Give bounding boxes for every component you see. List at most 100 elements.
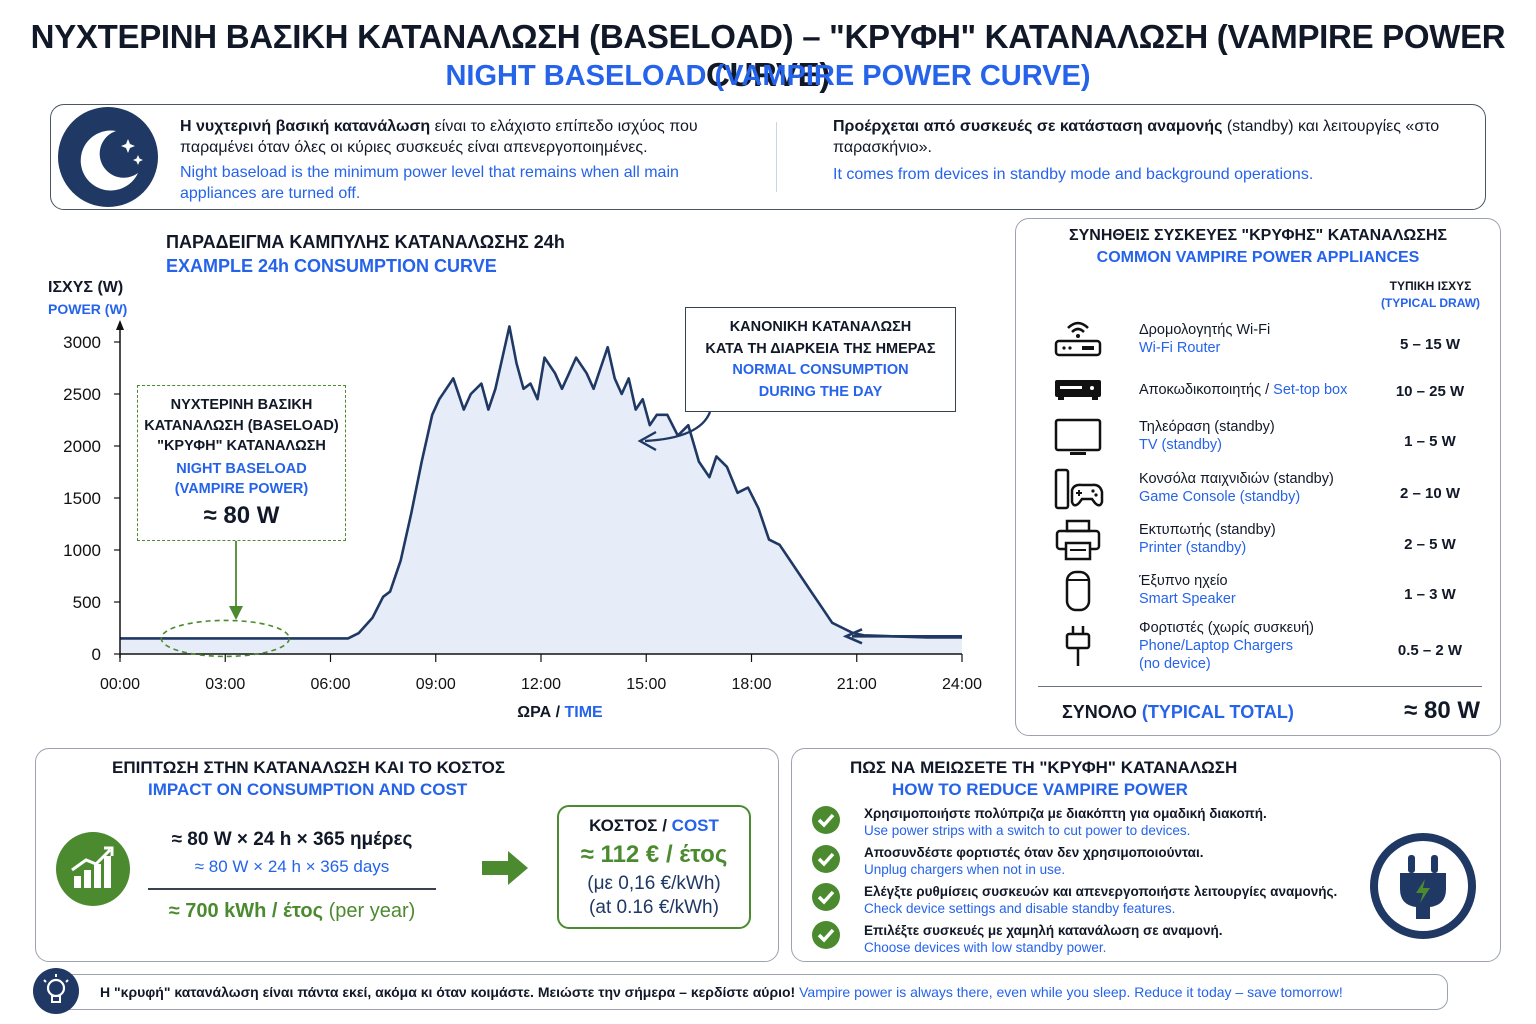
result-gr: ≈ 700 kWh / έτος — [168, 900, 324, 922]
cost-title: ΚΟΣΤΟΣ / COST — [557, 816, 751, 836]
tip-4-en: Choose devices with low standby power. — [864, 940, 1107, 955]
day-l3: NORMAL CONSUMPTION — [732, 362, 909, 378]
y-tick-label: 500 — [73, 593, 101, 612]
tv-val: 1 – 5 W — [1404, 433, 1456, 450]
cost-rate-gr: (με 0,16 €/kWh) — [587, 873, 721, 894]
intro-divider — [776, 122, 777, 192]
day-l2: ΚΑΤΑ ΤΗ ΔΙΑΡΚΕΙΑ ΤΗΣ ΗΜΕΡΑΣ — [705, 340, 936, 357]
appliance-row-chargers: Φορτιστές (χωρίς συσκευή) Phone/Laptop C… — [1040, 618, 1480, 678]
appliances-title-gr: ΣΥΝΗΘΕΙΣ ΣΥΣΚΕΥΕΣ "ΚΡΥΦΗΣ" ΚΑΤΑΝΑΛΩΣΗΣ — [1069, 227, 1447, 244]
intro-right-en: It comes from devices in standby mode an… — [833, 166, 1314, 183]
total-gr: ΣΥΝΟΛΟ — [1062, 702, 1137, 722]
check-icon — [812, 921, 840, 949]
col-header-en: (TYPICAL DRAW) — [1380, 296, 1481, 310]
baseload-l4: NIGHT BASELOAD — [176, 460, 307, 477]
console-gr: Κονσόλα παιχνιδιών (standby) — [1139, 471, 1334, 487]
tip-3-en: Check device settings and disable standb… — [864, 901, 1176, 916]
chart-title-gr: ΠΑΡΑΔΕΙΓΜΑ ΚΑΜΠΥΛΗΣ ΚΑΤΑΝΑΛΩΣΗΣ 24h — [166, 232, 565, 252]
page-subtitle: NIGHT BASELOAD (VAMPIRE POWER CURVE) — [445, 60, 1091, 92]
printer-en: Printer (standby) — [1139, 540, 1247, 556]
tip-1-gr: Χρησιμοποιήστε πολύπριζα με διακόπτη για… — [864, 806, 1267, 821]
x-tick-label: 24:00 — [942, 676, 982, 693]
console-en: Game Console (standby) — [1139, 489, 1301, 505]
router-gr: Δρομολογητής Wi-Fi — [1139, 322, 1271, 338]
footer-banner — [48, 974, 1448, 1010]
chargers-val: 0.5 – 2 W — [1397, 642, 1463, 659]
tips-title-en: HOW TO REDUCE VAMPIRE POWER — [892, 780, 1188, 799]
cost-title-en: COST — [666, 816, 719, 835]
formula-en: ≈ 80 W × 24 h × 365 days — [194, 857, 390, 876]
appliances-panel — [1015, 218, 1501, 736]
check-icon — [812, 883, 840, 911]
appliances-divider — [1038, 686, 1482, 687]
x-axis-label: ΩΡΑ / TIME — [420, 704, 700, 722]
y-tick-label: 0 — [92, 645, 101, 664]
intro-right-gr: Προέρχεται από συσκευές σε κατάσταση ανα… — [833, 118, 1440, 156]
day-l1: ΚΑΝΟΝΙΚΗ ΚΑΤΑΝΑΛΩΣΗ — [729, 319, 912, 335]
settop-box-icon — [1055, 380, 1101, 400]
settop-label: Αποκωδικοποιητής / Set-top box — [1139, 382, 1347, 398]
lightbulb-icon — [33, 968, 79, 1014]
speaker-gr: Έξυπνο ηχείο — [1139, 573, 1228, 589]
chargers-en2: (no device) — [1139, 656, 1211, 672]
check-icon — [812, 845, 840, 873]
baseload-l3: "ΚΡΥΦΗ" ΚΑΤΑΝΑΛΩΣΗ — [157, 438, 326, 454]
x-tick-label: 06:00 — [310, 676, 350, 693]
intro-left-gr: Η νυχτερινή βασική κατανάλωση είναι το ε… — [180, 118, 698, 156]
y-tick-label: 3000 — [63, 333, 101, 352]
day-arrow-head — [637, 430, 657, 452]
router-en: Wi-Fi Router — [1139, 340, 1221, 356]
day-l4: DURING THE DAY — [758, 383, 883, 400]
total-value: ≈ 80 W — [1404, 697, 1480, 724]
settop-val: 10 – 25 W — [1395, 383, 1465, 400]
impact-title-gr: ΕΠΙΠΤΩΣΗ ΣΤΗΝ ΚΑΤΑΝΑΛΩΣΗ ΚΑΙ ΤΟ ΚΟΣΤΟΣ — [112, 758, 506, 777]
speaker-val: 1 – 3 W — [1404, 586, 1456, 603]
chargers-en: Phone/Laptop Chargers — [1139, 638, 1293, 654]
appliances-title-en: COMMON VAMPIRE POWER APPLIANCES — [1096, 249, 1420, 266]
y-tick-label: 2500 — [63, 385, 101, 404]
night-arrow-head — [842, 628, 863, 645]
cost-value: ≈ 112 € / έτος — [580, 841, 728, 868]
baseload-l2: ΚΑΤΑΝΑΛΩΣΗ (BASELOAD) — [144, 417, 339, 434]
x-tick-label: 12:00 — [521, 676, 561, 693]
appliance-row-printer: Εκτυπωτής (standby) Printer (standby) 2 … — [1040, 519, 1480, 567]
router-val: 5 – 15 W — [1399, 336, 1461, 353]
formula-gr: ≈ 80 W × 24 h × 365 ημέρες — [171, 829, 413, 850]
tv-en: TV (standby) — [1139, 437, 1222, 453]
game-console-icon — [1054, 468, 1104, 510]
cost-box — [557, 805, 751, 929]
intro-right: Προέρχεται από συσκευές σε κατάσταση ανα… — [833, 116, 1443, 185]
chart-title-en: EXAMPLE 24h CONSUMPTION CURVE — [166, 256, 497, 276]
col-header-gr: ΤΥΠΙΚΗ ΙΣΧΥΣ — [1389, 279, 1472, 293]
y-axis-label-en: POWER (W) — [48, 301, 128, 317]
cost-rate-en: (at 0.16 €/kWh) — [589, 897, 719, 918]
moon-icon — [58, 107, 158, 207]
console-val: 2 – 10 W — [1399, 485, 1461, 502]
page-title: ΝΥΧΤΕΡΙΝΗ ΒΑΣΙΚΗ ΚΑΤΑΝΑΛΩΣΗ (BASELOAD) –… — [30, 18, 1506, 93]
tip-1-en: Use power strips with a switch to cut po… — [864, 823, 1191, 838]
charger-icon — [1065, 626, 1091, 666]
result-en: (per year) — [323, 900, 416, 922]
router-icon — [1054, 321, 1102, 357]
arrow-right-icon — [482, 851, 528, 885]
baseload-annotation: ΝΥΧΤΕΡΙΝΗ ΒΑΣΙΚΗ ΚΑΤΑΝΑΛΩΣΗ (BASELOAD) "… — [137, 385, 346, 541]
x-axis-label-gr: ΩΡΑ / — [517, 704, 561, 721]
consumption-line — [120, 325, 962, 640]
appliance-row-speaker: Έξυπνο ηχείο Smart Speaker 1 – 3 W — [1040, 570, 1480, 618]
printer-val: 2 – 5 W — [1404, 536, 1456, 553]
total-label: ΣΥΝΟΛΟ (TYPICAL TOTAL) — [1062, 702, 1294, 723]
y-axis-label-gr: ΙΣΧΥΣ (W) — [48, 279, 124, 296]
footer-text: Η "κρυφή" κατανάλωση είναι πάντα εκεί, α… — [100, 984, 1343, 1000]
result-line: ≈ 700 kWh / έτος (per year) — [148, 900, 436, 923]
appliance-row-tv: Τηλεόραση (standby) TV (standby) 1 – 5 W — [1040, 416, 1480, 464]
baseload-highlight — [160, 619, 291, 658]
check-icon — [812, 806, 840, 834]
total-en: (TYPICAL TOTAL) — [1141, 702, 1294, 722]
tip-2-en: Unplug chargers when not in use. — [864, 862, 1066, 877]
baseload-l1: ΝΥΧΤΕΡΙΝΗ ΒΑΣΙΚΗ — [170, 397, 313, 413]
settop-gr: Αποκωδικοποιητής / — [1139, 382, 1274, 398]
intro-left-en: Night baseload is the minimum power leve… — [180, 164, 679, 202]
impact-title-en: IMPACT ON CONSUMPTION AND COST — [148, 780, 468, 799]
footer-gr: Η "κρυφή" κατανάλωση είναι πάντα εκεί, α… — [100, 984, 796, 1000]
